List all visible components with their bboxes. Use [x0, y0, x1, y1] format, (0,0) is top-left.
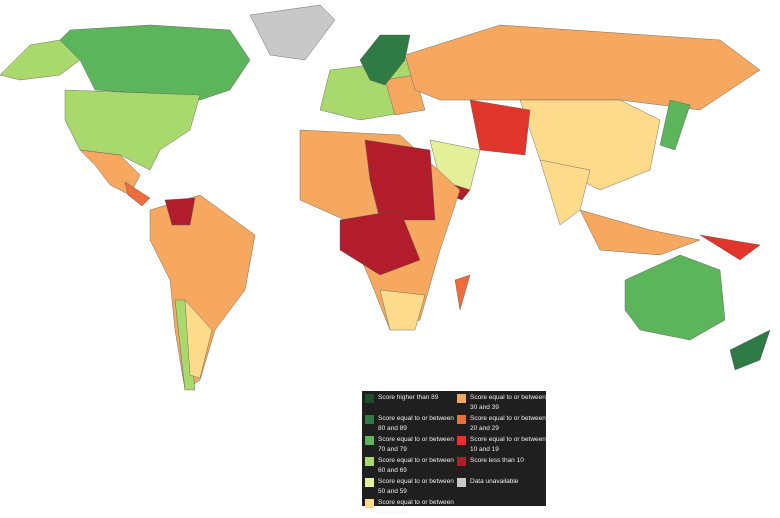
- legend: Score higher than 89 Score equal to or be…: [362, 391, 546, 516]
- legend-swatch: [457, 457, 466, 466]
- greenland: [249, 4, 336, 61]
- central-africa-red: [339, 209, 421, 276]
- legend-label: Score less than 10: [470, 457, 524, 464]
- southern-africa: [379, 289, 426, 331]
- legend-swatch: [365, 394, 374, 403]
- legend-item: Score equal to or between 60 and 69: [362, 456, 454, 476]
- legend-item: Score equal to or between 10 and 19: [454, 435, 546, 455]
- legend-item: Score equal to or between 80 and 89: [362, 414, 454, 434]
- legend-item: Score equal to or between 40 and 49: [362, 498, 454, 518]
- venezuela: [164, 197, 196, 226]
- world-map: [0, 4, 771, 391]
- legend-label: Score equal to or between 70 and 79: [378, 436, 454, 453]
- legend-item: Score equal to or between 30 and 39: [454, 393, 546, 413]
- south-america: [149, 194, 256, 391]
- japan: [659, 99, 691, 151]
- argentina: [184, 299, 213, 379]
- legend-label: Score equal to or between 50 and 59: [378, 478, 454, 495]
- legend-label: Score equal to or between 80 and 89: [378, 415, 454, 432]
- legend-item: Score equal to or between 70 and 79: [362, 435, 454, 455]
- legend-swatch: [365, 457, 374, 466]
- page: Score higher than 89 Score equal to or be…: [0, 4, 771, 516]
- scandinavia: [359, 34, 411, 86]
- legend-item: Score less than 10: [454, 456, 546, 476]
- legend-label: Score higher than 89: [378, 394, 439, 401]
- madagascar: [454, 274, 471, 311]
- legend-swatch: [365, 499, 374, 508]
- legend-label: Score equal to or between 60 and 69: [378, 457, 454, 474]
- legend-swatch: [365, 415, 374, 424]
- canada: [59, 24, 251, 101]
- legend-label: Score equal to or between 40 and 49: [378, 499, 454, 516]
- indonesia: [579, 209, 701, 256]
- legend-item: Score equal to or between 50 and 59: [362, 477, 454, 497]
- legend-swatch: [457, 436, 466, 445]
- legend-item: Score equal to or between 20 and 29: [454, 414, 546, 434]
- legend-item: Score higher than 89: [362, 393, 454, 413]
- north-africa-red: [364, 139, 436, 221]
- legend-label: Score equal to or between 20 and 29: [470, 415, 546, 432]
- papua: [699, 234, 761, 261]
- central-america: [124, 181, 151, 207]
- legend-swatch: [457, 394, 466, 403]
- new-zealand: [729, 329, 771, 371]
- russia: [404, 24, 761, 111]
- legend-swatch: [457, 415, 466, 424]
- legend-item: Data unavailable: [454, 477, 546, 497]
- iran-afghanistan: [469, 99, 531, 156]
- legend-swatch: [457, 478, 466, 487]
- legend-swatch: [365, 478, 374, 487]
- usa: [64, 89, 201, 171]
- legend-label: Score equal to or between 10 and 19: [470, 436, 546, 453]
- legend-label: Data unavailable: [470, 478, 519, 485]
- australia: [624, 254, 726, 341]
- legend-label: Score equal to or between 30 and 39: [470, 394, 546, 411]
- legend-swatch: [365, 436, 374, 445]
- china: [519, 99, 661, 191]
